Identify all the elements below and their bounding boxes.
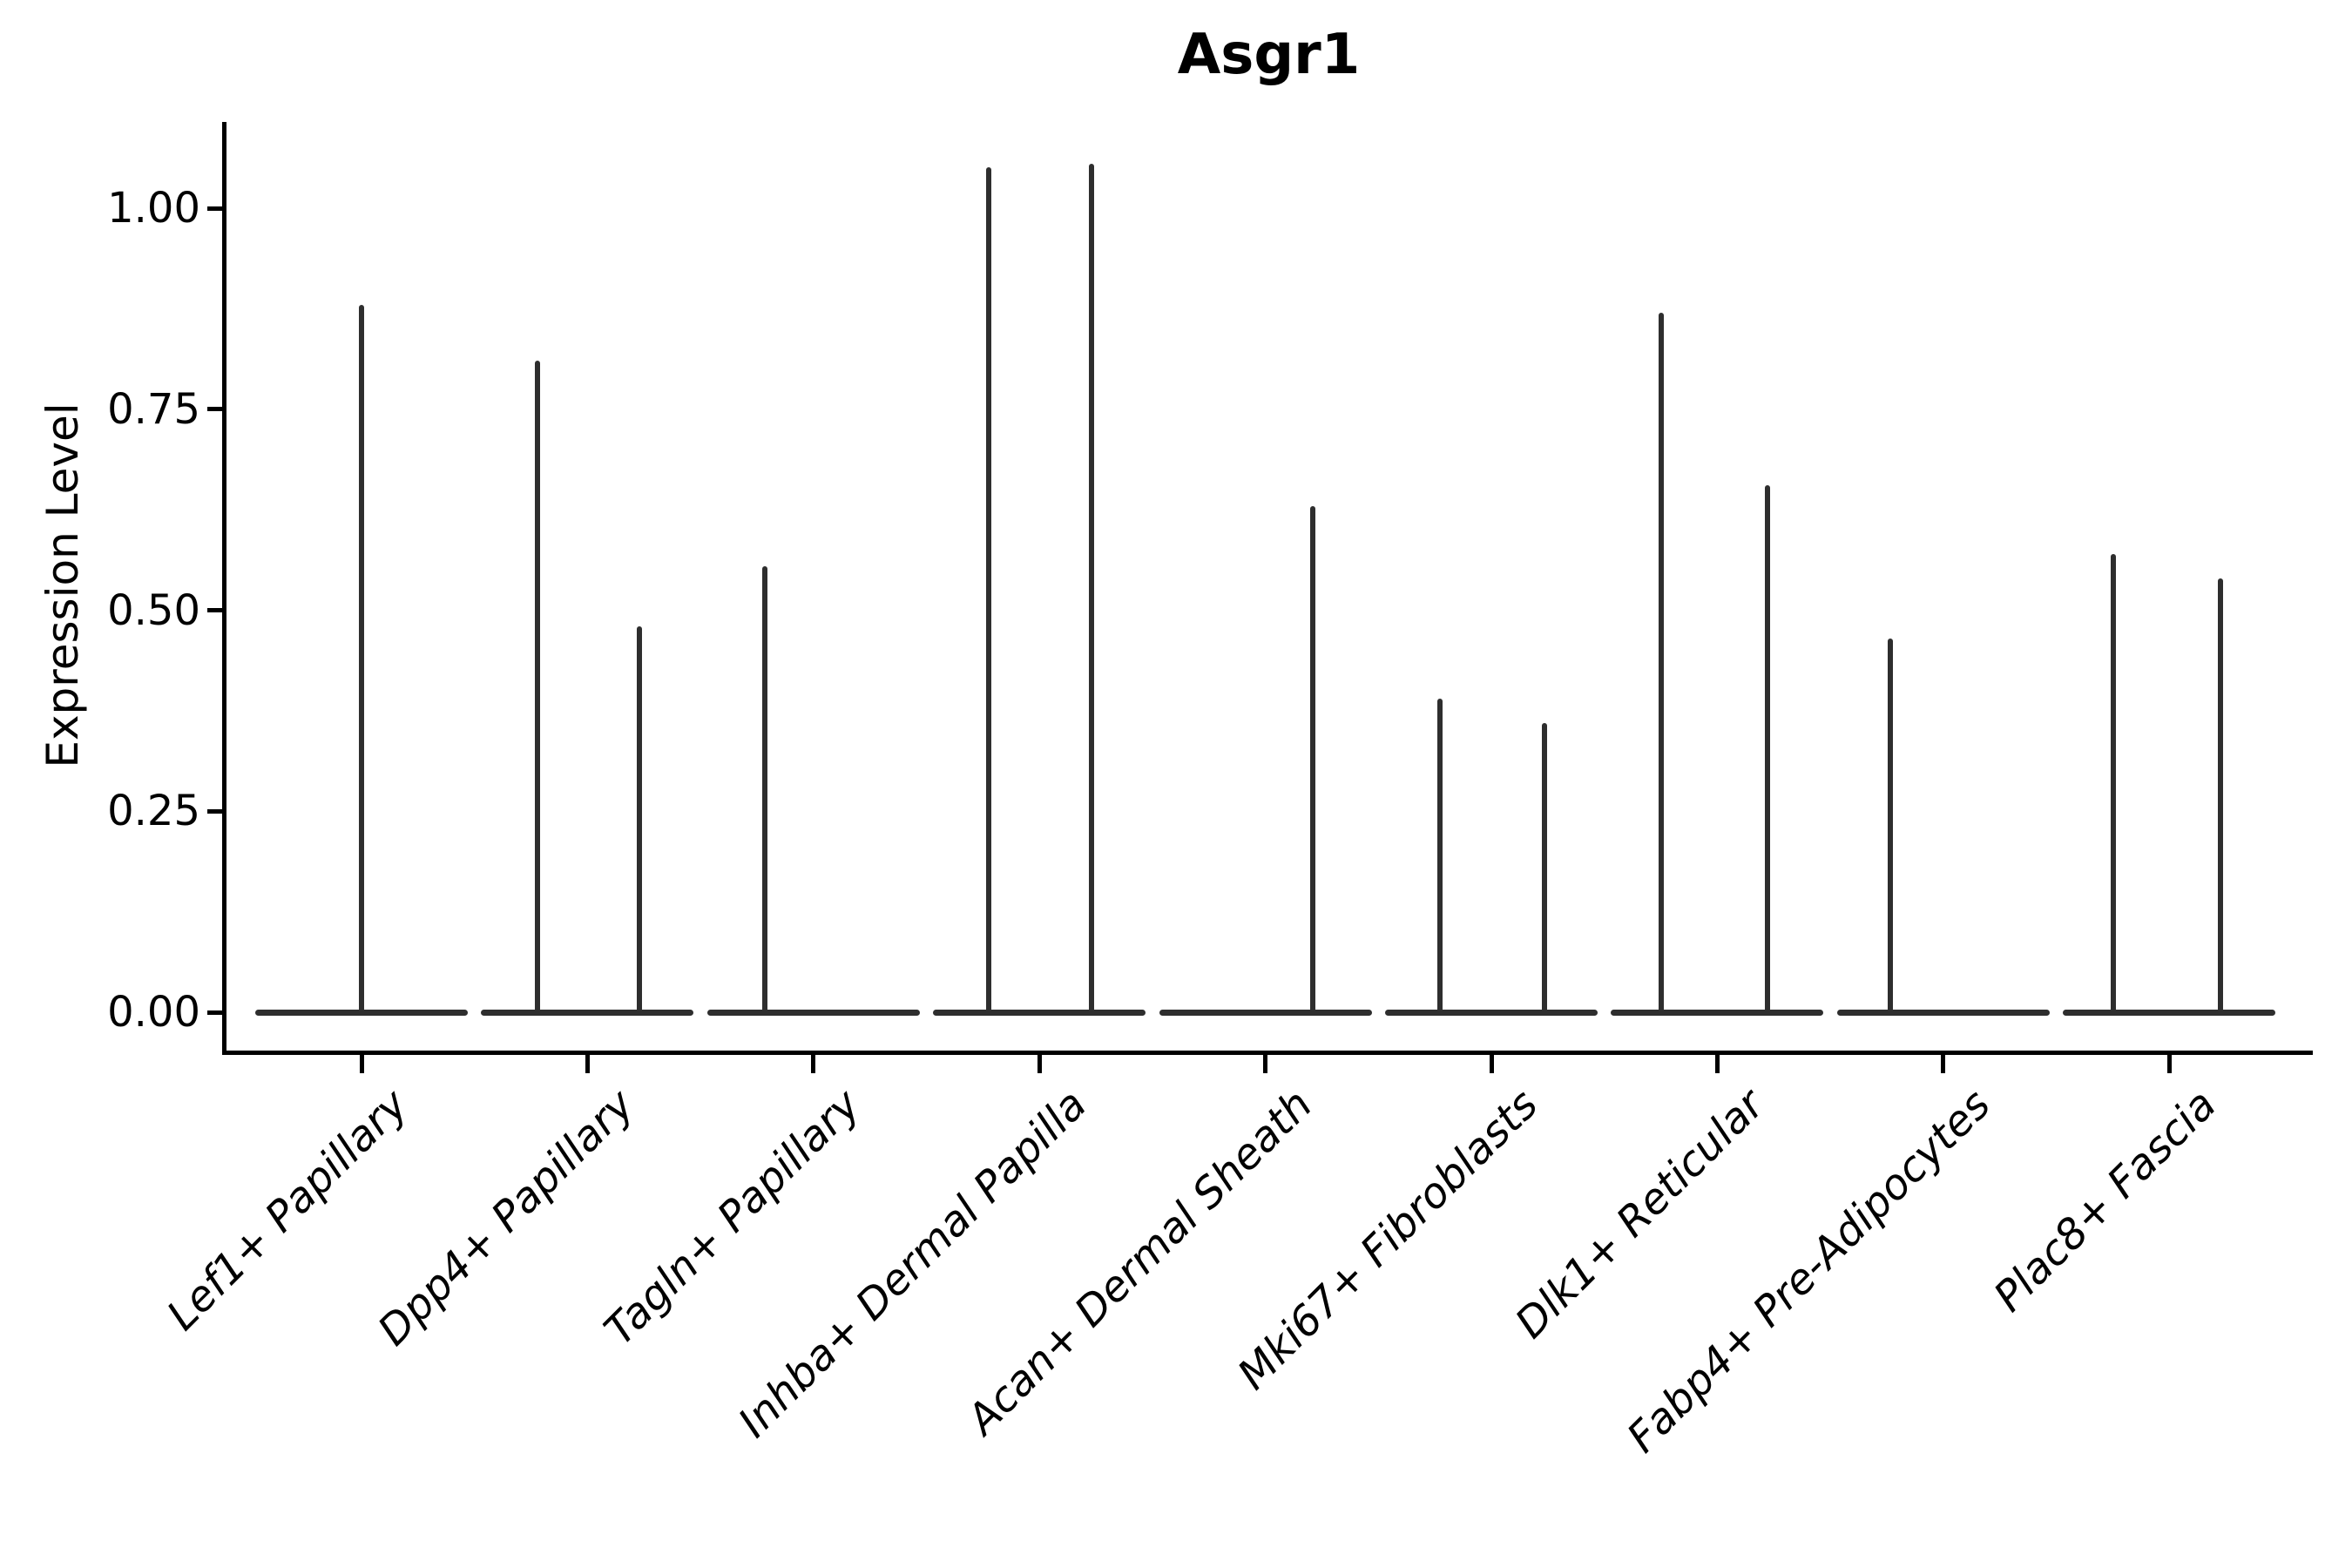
violin-spike bbox=[1088, 164, 1094, 1014]
violin-spike bbox=[1310, 505, 1316, 1014]
violin-spike bbox=[2218, 578, 2224, 1014]
y-axis-spine bbox=[222, 122, 226, 1054]
violin-body bbox=[1836, 1009, 2050, 1016]
y-tick-mark bbox=[207, 808, 225, 814]
y-tick-label: 0.25 bbox=[107, 787, 200, 836]
x-tick-mark bbox=[1037, 1054, 1042, 1073]
violin-body bbox=[933, 1009, 1146, 1016]
x-tick-mark bbox=[1941, 1054, 1946, 1073]
violin-spike bbox=[1659, 312, 1665, 1014]
violin-spike bbox=[1436, 699, 1443, 1014]
x-tick-mark bbox=[1714, 1054, 1720, 1073]
violin-spike bbox=[762, 565, 768, 1014]
y-tick-mark bbox=[207, 407, 225, 412]
violin-spike bbox=[985, 166, 991, 1014]
y-tick-label: 1.00 bbox=[107, 184, 200, 233]
violin-body bbox=[1159, 1009, 1372, 1016]
plot-title: Asgr1 bbox=[1177, 23, 1361, 87]
violin-body bbox=[1385, 1009, 1598, 1016]
x-tick-label-text: Lef1+ Papillary bbox=[158, 1080, 418, 1341]
violin-spike bbox=[1541, 722, 1547, 1014]
x-tick-mark bbox=[359, 1054, 364, 1073]
y-tick-label: 0.00 bbox=[107, 988, 200, 1037]
x-tick-label-text: Fabp4+ Pre-Adipocytes bbox=[1617, 1080, 2000, 1463]
violin-body bbox=[706, 1009, 920, 1016]
violin-spike bbox=[359, 304, 364, 1014]
x-axis-spine bbox=[222, 1051, 2313, 1055]
x-tick-mark bbox=[1263, 1054, 1268, 1073]
x-tick-mark bbox=[1489, 1054, 1494, 1073]
y-tick-mark bbox=[207, 1010, 225, 1015]
violin-body bbox=[481, 1009, 694, 1016]
x-tick-mark bbox=[585, 1054, 590, 1073]
y-tick-mark bbox=[207, 206, 225, 211]
x-tick-label-text: Plac8+ Fascia bbox=[1984, 1080, 2226, 1321]
x-tick-mark bbox=[811, 1054, 816, 1073]
y-tick-label: 0.75 bbox=[107, 384, 200, 434]
violin-body bbox=[1611, 1009, 1824, 1016]
y-tick-label: 0.50 bbox=[107, 585, 200, 635]
violin-spike bbox=[637, 625, 643, 1014]
x-tick-mark bbox=[2166, 1054, 2172, 1073]
violin-spike bbox=[1765, 485, 1771, 1014]
violin-body bbox=[2063, 1009, 2276, 1016]
violin-spike bbox=[1887, 638, 1893, 1014]
x-tick-label-text: Dlk1+ Reticular bbox=[1505, 1080, 1774, 1348]
violin-spike bbox=[535, 361, 541, 1014]
violin-spike bbox=[2111, 553, 2117, 1014]
y-tick-mark bbox=[207, 608, 225, 612]
